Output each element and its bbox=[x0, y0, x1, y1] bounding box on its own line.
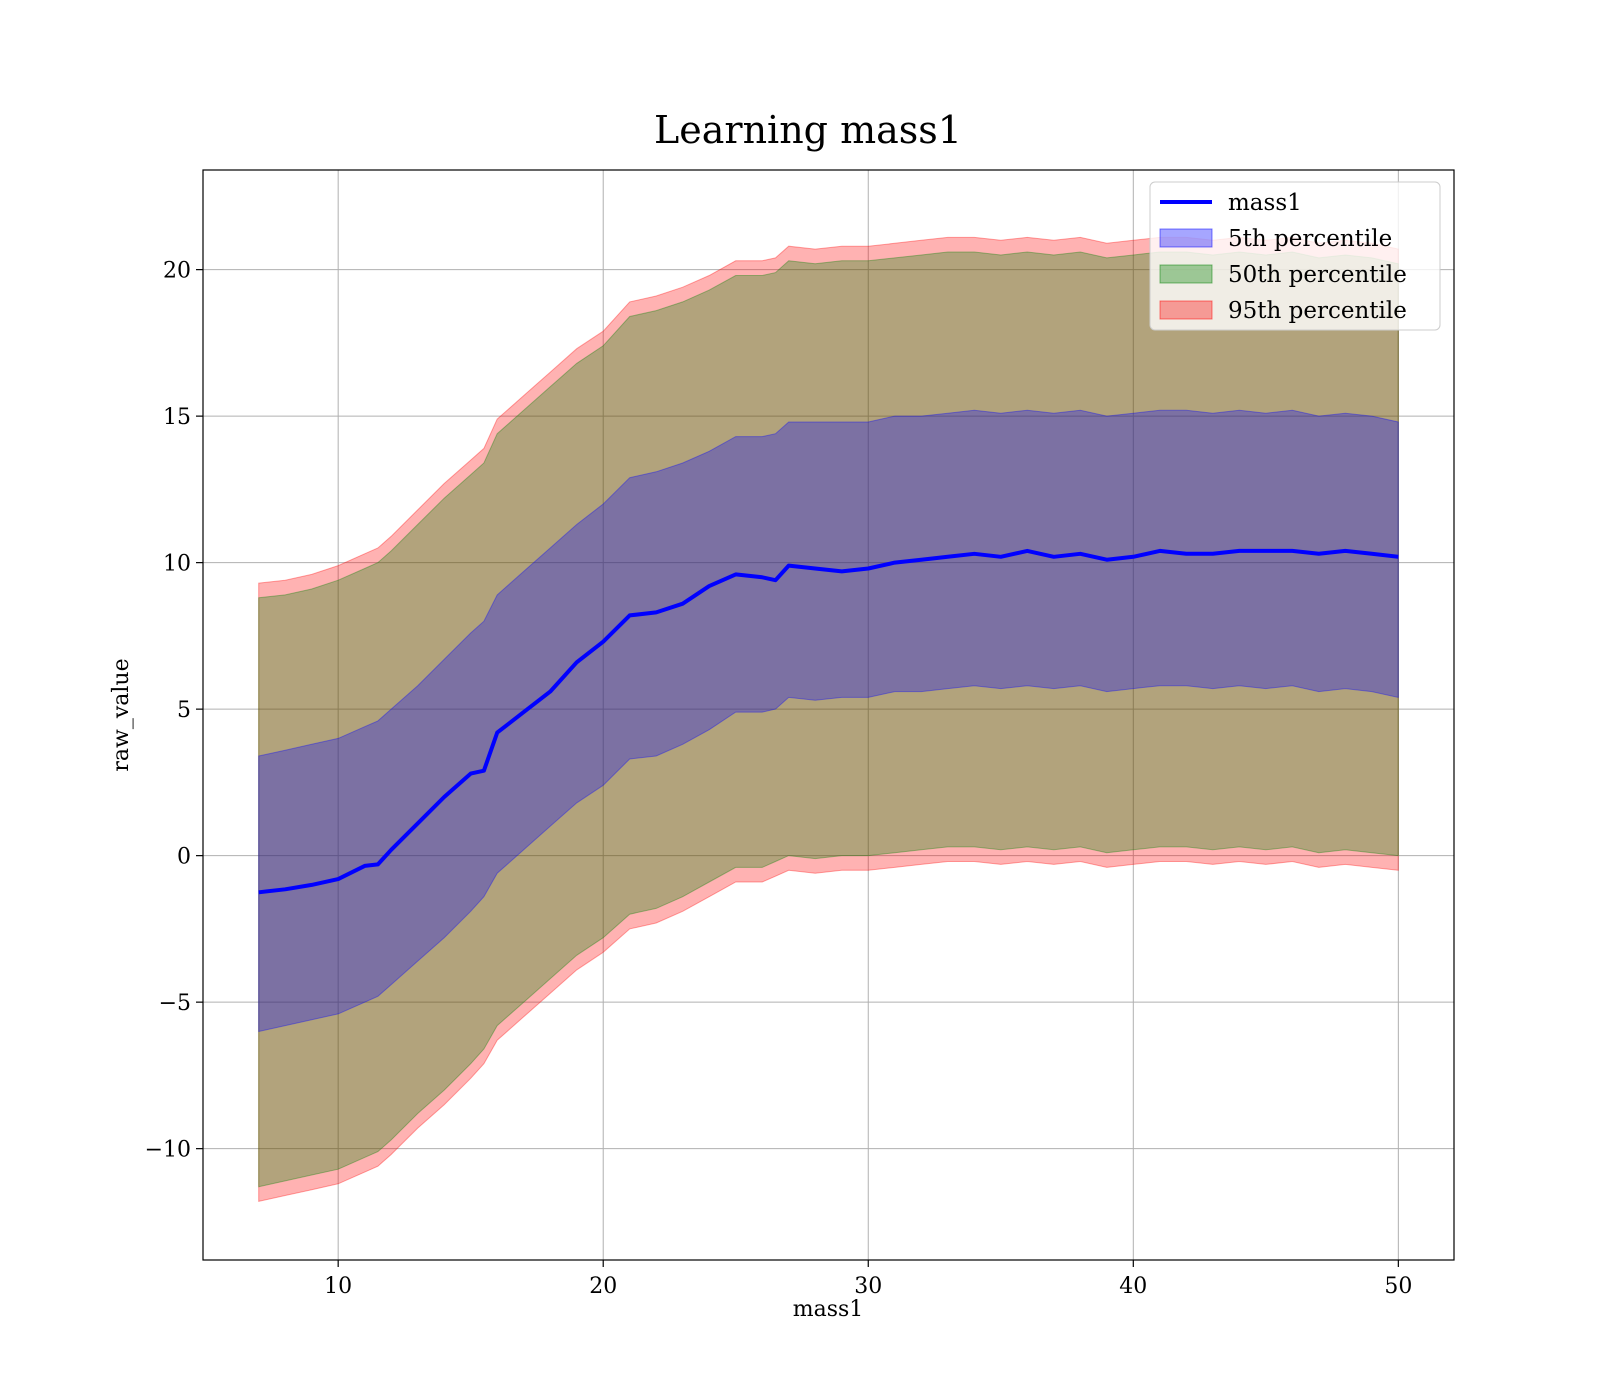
series-lines bbox=[258, 548, 1399, 895]
legend-box bbox=[1149, 181, 1441, 331]
legend-swatch-band bbox=[1159, 264, 1213, 284]
legend: mass1 5th percentile 50th percentile 95th p… bbox=[1149, 181, 1441, 331]
y-tick-label: 10 bbox=[163, 552, 191, 577]
legend-swatch-band bbox=[1159, 300, 1213, 320]
band-95th-percentile bbox=[258, 236, 1399, 1203]
x-tick-label: 20 bbox=[589, 1274, 617, 1299]
chart-title: Learning mass1 bbox=[654, 108, 962, 152]
series-line-mass1 bbox=[258, 548, 1399, 895]
gridlines bbox=[203, 170, 1454, 1260]
legend-label: 50th percentile bbox=[1228, 262, 1407, 288]
y-tick-label: −5 bbox=[159, 991, 191, 1016]
band-50th-percentile bbox=[258, 251, 1399, 1188]
percentile-bands bbox=[258, 236, 1399, 1203]
legend-label: 5th percentile bbox=[1228, 226, 1392, 252]
legend-label: mass1 bbox=[1228, 190, 1302, 216]
plot-frame bbox=[202, 169, 1455, 1261]
band-5th-percentile bbox=[258, 409, 1399, 1033]
legend-swatch-band bbox=[1159, 228, 1213, 248]
x-tick-label: 50 bbox=[1384, 1274, 1412, 1299]
y-tick-label: 20 bbox=[163, 259, 191, 284]
x-tick-label: 40 bbox=[1119, 1274, 1147, 1299]
x-tick-label: 30 bbox=[854, 1274, 882, 1299]
y-tick-label: −10 bbox=[145, 1138, 191, 1163]
legend-label: 95th percentile bbox=[1228, 298, 1407, 324]
axis-ticks: 10 20 30 40 50 −10 −5 0 5 10 15 20 bbox=[145, 259, 1413, 1299]
y-axis-label: raw_value bbox=[109, 658, 134, 771]
x-tick-label: 10 bbox=[324, 1274, 352, 1299]
y-tick-label: 15 bbox=[163, 405, 191, 430]
y-tick-label: 5 bbox=[177, 698, 191, 723]
y-tick-label: 0 bbox=[177, 845, 191, 870]
x-axis-label: mass1 bbox=[793, 1297, 864, 1322]
